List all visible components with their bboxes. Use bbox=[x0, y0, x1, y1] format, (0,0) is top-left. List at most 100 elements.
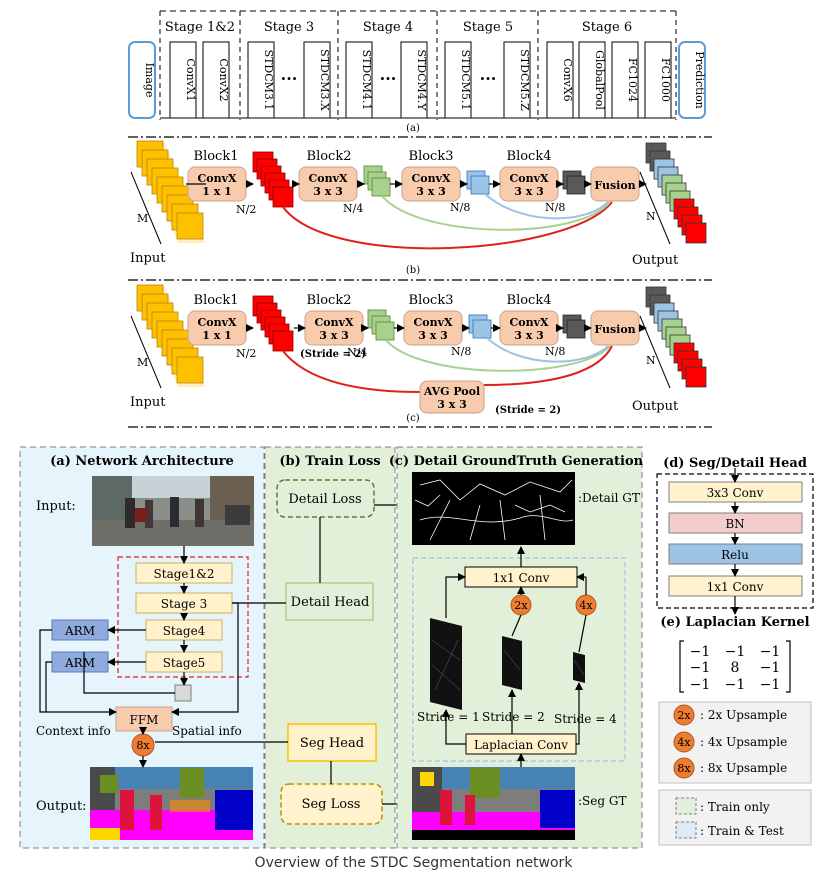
output-stack bbox=[639, 142, 707, 245]
avgpool-stride: (Stride = 2) bbox=[495, 405, 561, 416]
output-stack-c bbox=[639, 286, 707, 389]
green-stack-c bbox=[367, 309, 395, 341]
avgpool-line2: 3 x 3 bbox=[437, 398, 467, 411]
stride-1-label: Stride = 1 bbox=[417, 710, 480, 724]
block-convx6: ConvX6 bbox=[561, 58, 574, 101]
block1-title-c: Block1 bbox=[194, 293, 239, 308]
stage-separators bbox=[159, 11, 677, 120]
figure-c-module: M Input Block1 ConvX 1 x 1 N/2 Block2 Co… bbox=[130, 284, 707, 424]
block-stdcm5-z: STDCM5.Z bbox=[518, 49, 531, 111]
legend-4x-badge bbox=[673, 731, 695, 753]
figure-caption: Overview of the STDC Segmentation networ… bbox=[254, 855, 573, 871]
stage-title-6: Stage 6 bbox=[582, 20, 632, 35]
output-n-label-c: N bbox=[646, 354, 656, 367]
output-label: Output bbox=[632, 253, 679, 268]
detail-loss-box bbox=[276, 479, 375, 518]
arm-label-1: ARM bbox=[64, 624, 95, 638]
gray-stack-c bbox=[562, 314, 586, 339]
kernel-r2c3: −1 bbox=[760, 660, 781, 676]
stage-title-5: Stage 5 bbox=[463, 20, 513, 35]
stage-title-4: Stage 4 bbox=[363, 20, 413, 35]
context-info-label: Context info bbox=[36, 724, 111, 738]
ellipsis-stage3: ··· bbox=[281, 69, 298, 88]
avgpool-line1: AVG Pool bbox=[423, 385, 480, 398]
seg-head-label: Seg Head bbox=[300, 736, 364, 751]
backbone-blocks bbox=[169, 41, 672, 119]
legend-4x-badge-label: 4x bbox=[677, 736, 691, 749]
legend-8x-text: : 8x Upsample bbox=[700, 761, 787, 775]
stage12-label: Stage1&2 bbox=[154, 567, 215, 581]
fusion-label: Fusion bbox=[594, 179, 635, 192]
legend-train-only-text: : Train only bbox=[700, 800, 770, 814]
input-m-label: M bbox=[137, 212, 148, 225]
block4-line2-c: 3 x 3 bbox=[514, 329, 544, 342]
block3-line2: 3 x 3 bbox=[416, 185, 446, 198]
block1-line2: 1 x 1 bbox=[202, 185, 232, 198]
seg-loss-label: Seg Loss bbox=[302, 797, 361, 812]
label-n2: N/2 bbox=[236, 203, 256, 216]
arm-label-2: ARM bbox=[64, 656, 95, 670]
stage-title-1: Stage 1&2 bbox=[165, 20, 235, 35]
block-fc1024: FC1024 bbox=[626, 58, 639, 102]
image-label: Image bbox=[143, 63, 156, 98]
detail-gt-title: (c) Detail GroundTruth Generation bbox=[389, 454, 644, 469]
block1-line1: ConvX bbox=[197, 172, 236, 185]
stride-2-label: Stride = 2 bbox=[482, 710, 545, 724]
block3-line2-c: 3 x 3 bbox=[418, 329, 448, 342]
legend-4x-text: : 4x Upsample bbox=[700, 735, 787, 749]
label-n8b-c: N/8 bbox=[545, 345, 565, 358]
kernel-r2c2: 8 bbox=[731, 660, 740, 676]
block3-title-c: Block3 bbox=[409, 293, 454, 308]
block4-line1-c: ConvX bbox=[509, 316, 548, 329]
label-n4-c: N/4 bbox=[347, 346, 367, 359]
block1-title: Block1 bbox=[194, 149, 239, 164]
label-n2-c: N/2 bbox=[236, 347, 256, 360]
block2-stride-note: (Stride = 2) bbox=[300, 349, 366, 360]
upsample-4x-label: 4x bbox=[579, 599, 593, 612]
kernel-r3c3: −1 bbox=[760, 677, 781, 693]
ellipsis-stage4: ··· bbox=[380, 69, 397, 88]
output-seg-image bbox=[90, 767, 253, 840]
kernel-r3c1: −1 bbox=[690, 677, 711, 693]
image-box bbox=[128, 41, 156, 119]
kernel-r3c2: −1 bbox=[725, 677, 746, 693]
block-stdcm4-y: STDCM4.Y bbox=[415, 49, 428, 111]
kernel-r1c2: −1 bbox=[725, 644, 746, 660]
input-stack-c bbox=[130, 284, 205, 389]
block2-line1: ConvX bbox=[308, 172, 347, 185]
block2-line2: 3 x 3 bbox=[313, 185, 343, 198]
input-street-photo bbox=[92, 476, 254, 546]
input-label-c: Input bbox=[130, 395, 166, 410]
block3-title: Block3 bbox=[409, 149, 454, 164]
legend-8x-badge-label: 8x bbox=[677, 762, 691, 775]
block3-line1-c: ConvX bbox=[413, 316, 452, 329]
block2-title: Block2 bbox=[307, 149, 352, 164]
ffm-label: FFM bbox=[130, 713, 159, 727]
legend-2x-text: : 2x Upsample bbox=[700, 708, 787, 722]
block-stdcm5-1: STDCM5.1 bbox=[459, 50, 472, 111]
skip-red-c2 bbox=[483, 345, 613, 386]
block-stdcm3-1: STDCM3.1 bbox=[262, 50, 275, 111]
upsample-2x-label: 2x bbox=[514, 599, 528, 612]
arch-title: (a) Network Architecture bbox=[50, 454, 234, 469]
stage-title-3: Stage 3 bbox=[264, 20, 314, 35]
arch-input-label: Input: bbox=[36, 499, 76, 514]
prediction-box bbox=[678, 41, 706, 119]
input-stack bbox=[130, 140, 205, 245]
seg-gt-image bbox=[412, 767, 575, 840]
laplacian-detail-maps bbox=[430, 618, 585, 710]
block4-line1: ConvX bbox=[509, 172, 548, 185]
block1-line1-c: ConvX bbox=[197, 316, 236, 329]
avgpool-box bbox=[419, 380, 485, 414]
block-stdcm4-1: STDCM4.1 bbox=[360, 50, 373, 111]
block3-line1: ConvX bbox=[411, 172, 450, 185]
block2-line1-c: ConvX bbox=[314, 316, 353, 329]
gray-stack bbox=[562, 170, 586, 195]
block4-title: Block4 bbox=[507, 149, 552, 164]
upsample-8x-label: 8x bbox=[136, 739, 150, 752]
legend-2x-badge-label: 2x bbox=[677, 709, 691, 722]
block-stdcm3-x: STDCM3.X bbox=[318, 49, 331, 111]
detail-loss-label: Detail Loss bbox=[288, 492, 361, 507]
label-n8a: N/8 bbox=[450, 201, 470, 214]
